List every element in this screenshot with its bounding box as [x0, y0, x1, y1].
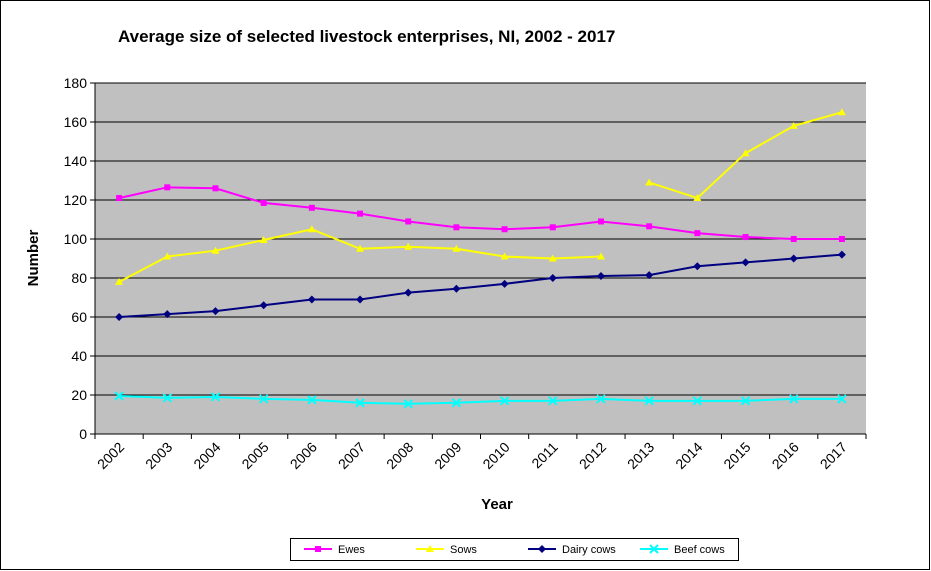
marker: [162, 393, 172, 403]
marker: [645, 271, 654, 280]
marker: [210, 392, 221, 402]
marker: [115, 313, 124, 321]
y-tick-label: 80: [71, 270, 87, 286]
marker: [404, 288, 413, 297]
marker: [741, 258, 750, 267]
marker: [789, 121, 798, 129]
series-line: [118, 186, 842, 240]
marker: [538, 545, 546, 553]
marker: [315, 546, 321, 552]
marker: [307, 295, 316, 304]
marker: [741, 149, 750, 157]
series-line: [119, 394, 842, 405]
marker: [259, 301, 268, 310]
y-tick-label: 180: [64, 75, 88, 91]
marker: [308, 204, 315, 211]
legend-label: Beef cows: [674, 544, 725, 556]
marker: [837, 394, 847, 404]
legend-label: Ewes: [338, 544, 365, 556]
marker: [259, 235, 268, 243]
y-tick-label: 100: [64, 231, 88, 247]
y-tick-label: 120: [64, 192, 88, 208]
marker: [499, 396, 510, 406]
marker: [694, 230, 701, 237]
marker: [838, 236, 845, 242]
marker: [597, 218, 604, 225]
marker: [837, 250, 846, 259]
marker: [501, 226, 508, 233]
marker: [645, 178, 654, 186]
marker: [837, 108, 846, 116]
marker: [644, 396, 654, 406]
y-tick-label: 160: [64, 114, 88, 130]
marker: [500, 279, 509, 288]
marker: [549, 224, 556, 231]
marker: [692, 396, 703, 406]
marker: [404, 242, 413, 250]
marker: [548, 254, 557, 262]
marker: [646, 223, 653, 230]
legend-label: Sows: [450, 544, 477, 556]
marker: [405, 218, 412, 225]
marker: [212, 185, 219, 192]
legend: [290, 538, 739, 561]
plot-background: [95, 83, 866, 434]
marker: [451, 398, 462, 408]
y-tick-label: 20: [71, 387, 87, 403]
marker: [693, 262, 702, 271]
marker: [742, 234, 749, 241]
marker: [500, 252, 509, 260]
series-line: [119, 253, 842, 318]
marker: [790, 236, 797, 242]
marker: [548, 396, 558, 406]
marker: [163, 252, 172, 260]
marker: [789, 394, 799, 404]
marker: [258, 394, 269, 404]
legend-label: Dairy cows: [562, 544, 616, 556]
marker: [452, 244, 461, 252]
marker: [548, 274, 557, 282]
marker: [452, 284, 461, 293]
marker: [211, 246, 220, 254]
marker: [693, 194, 702, 202]
marker: [357, 210, 364, 217]
marker: [114, 391, 124, 401]
y-tick-label: 140: [64, 153, 88, 169]
marker: [789, 254, 798, 263]
marker: [426, 545, 434, 552]
marker: [211, 307, 220, 316]
marker: [163, 310, 172, 319]
x-axis-label: Year: [481, 496, 513, 513]
marker: [116, 195, 123, 202]
marker: [115, 277, 124, 285]
y-tick-label: 60: [71, 309, 87, 325]
marker: [740, 396, 751, 406]
marker: [307, 225, 316, 233]
marker: [453, 224, 460, 231]
y-tick-label: 40: [71, 348, 87, 364]
marker: [355, 398, 365, 408]
chart-title: Average size of selected livestock enter…: [118, 27, 615, 46]
marker: [649, 544, 659, 554]
y-tick-label: 0: [79, 426, 87, 442]
marker: [596, 252, 605, 260]
marker: [356, 295, 365, 304]
marker: [403, 399, 413, 409]
marker: [307, 395, 317, 405]
marker: [164, 184, 171, 191]
y-axis-label: Number: [25, 230, 42, 287]
marker: [260, 199, 267, 206]
marker: [356, 244, 365, 252]
marker: [596, 394, 606, 404]
marker: [596, 272, 605, 281]
